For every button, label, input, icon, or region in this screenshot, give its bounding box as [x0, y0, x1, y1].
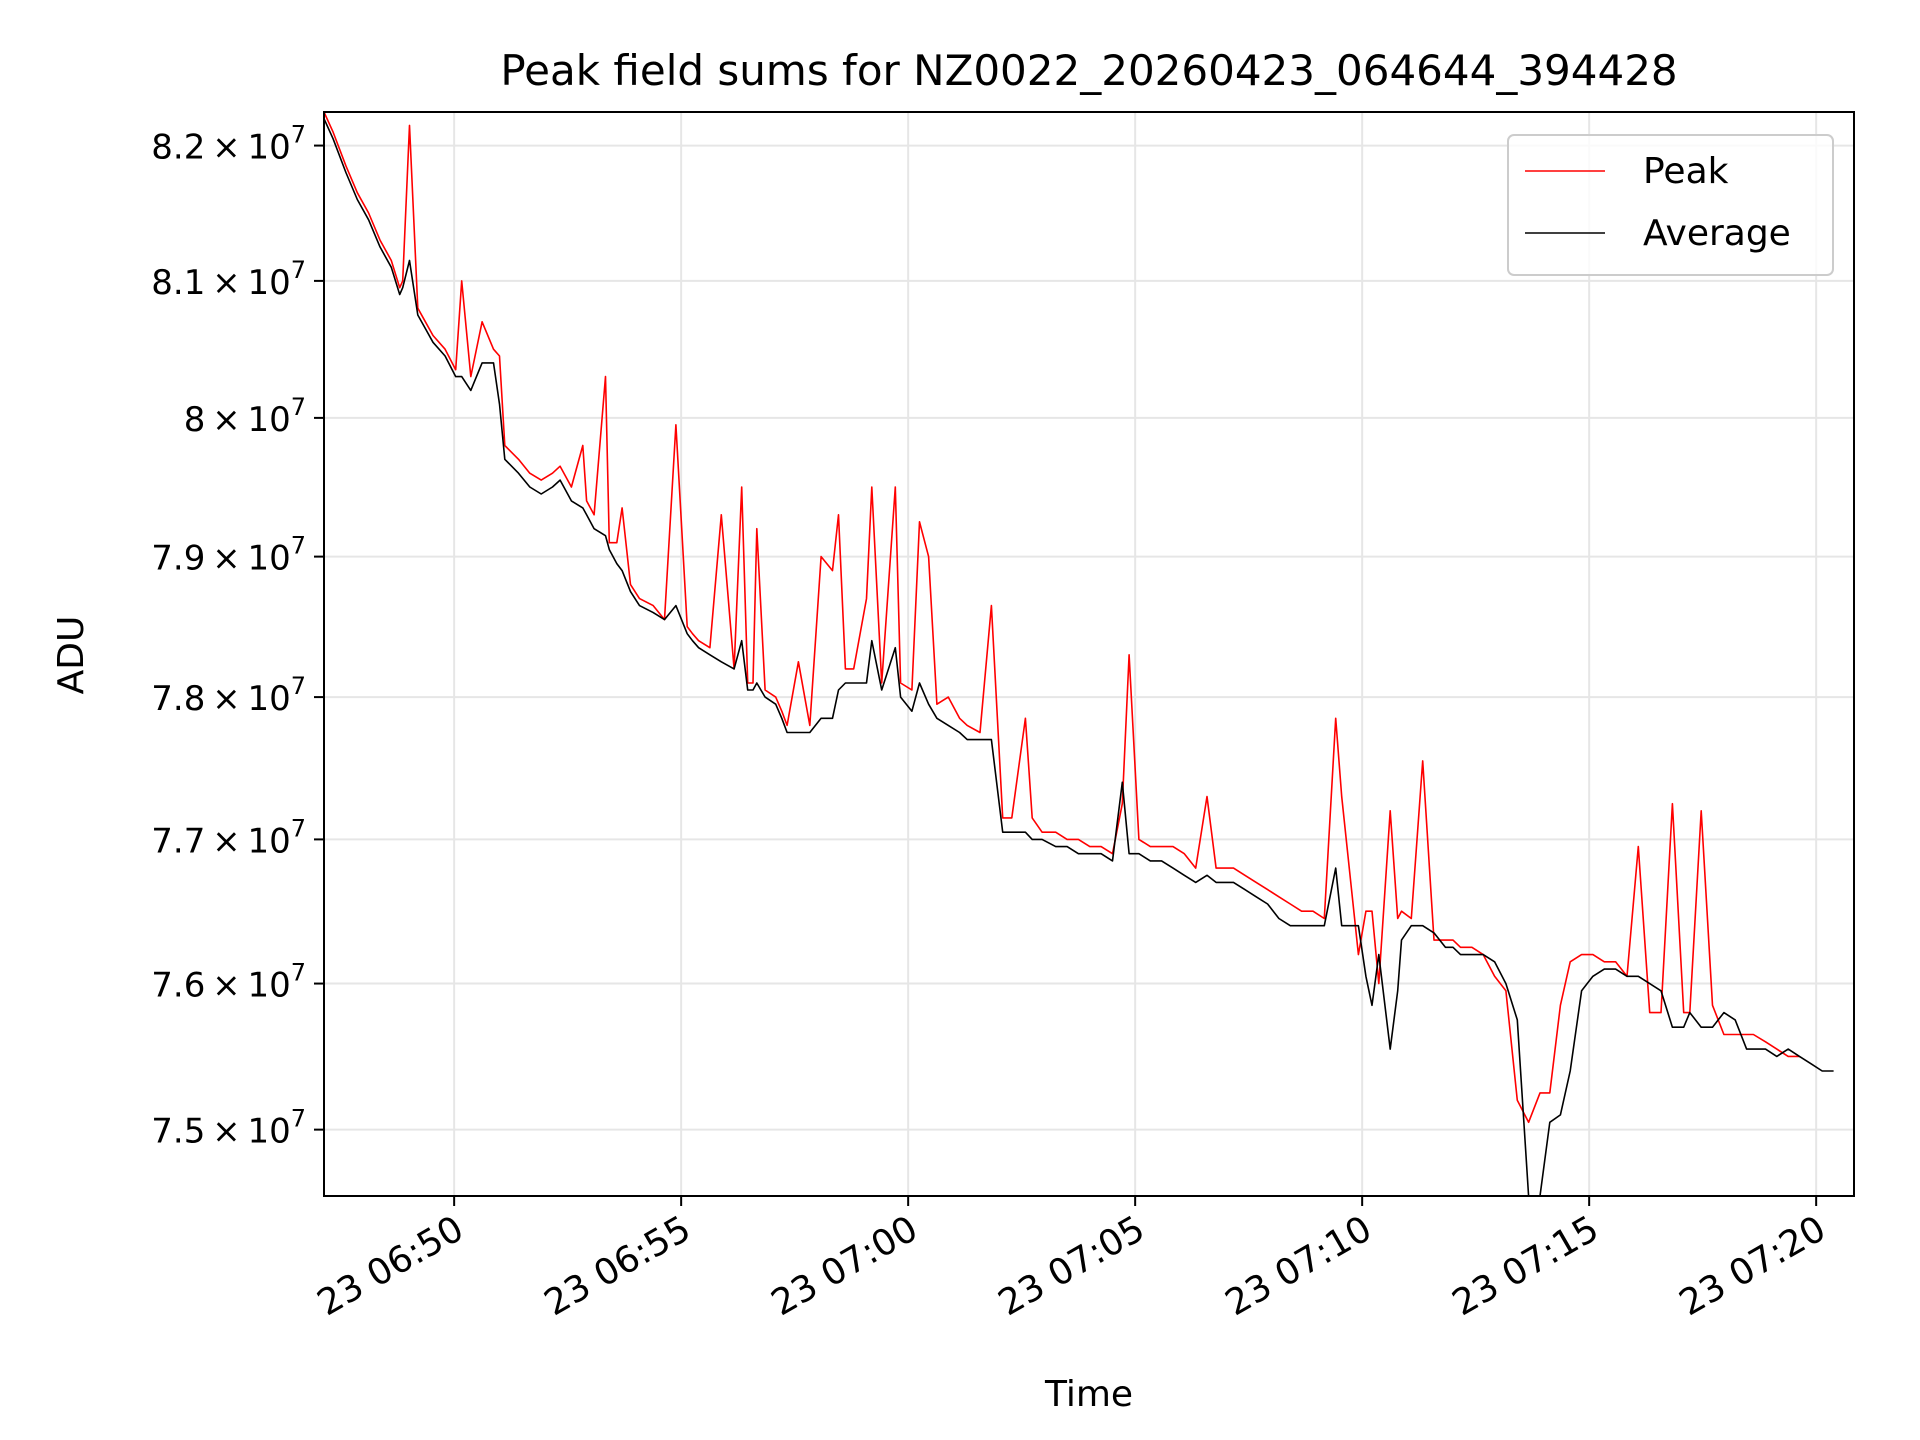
y-tick-label: 7.5 × 107 — [151, 1105, 306, 1152]
y-tick-label: 8.1 × 107 — [151, 256, 306, 303]
y-tick-label: 7.7 × 107 — [151, 814, 306, 861]
series-line-peak — [324, 112, 1800, 1124]
y-tick-label: 7.9 × 107 — [151, 532, 306, 579]
grid — [324, 112, 1854, 1196]
legend: Peak Average — [1507, 134, 1834, 276]
series-line-average — [324, 118, 1834, 1196]
legend-peak-label: Peak — [1643, 151, 1729, 192]
y-tick-label: 8 × 107 — [184, 393, 306, 440]
plot-frame — [323, 111, 1855, 1197]
legend-box — [1507, 134, 1834, 276]
x-axis-label: Time — [1044, 1374, 1133, 1415]
series-layer — [324, 112, 1834, 1196]
legend-average-label: Average — [1643, 213, 1791, 254]
y-tick-label: 7.8 × 107 — [151, 672, 306, 719]
y-tick-label: 8.2 × 107 — [151, 121, 306, 168]
chart-title: Peak field sums for NZ0022_20260423_0646… — [500, 46, 1677, 95]
y-axis: 7.5 × 107 7.6 × 107 7.7 × 107 7.8 × 107 7.9 … — [151, 121, 324, 1152]
y-tick-label: 7.6 × 107 — [151, 959, 306, 1006]
y-axis-label: ADU — [51, 616, 92, 695]
